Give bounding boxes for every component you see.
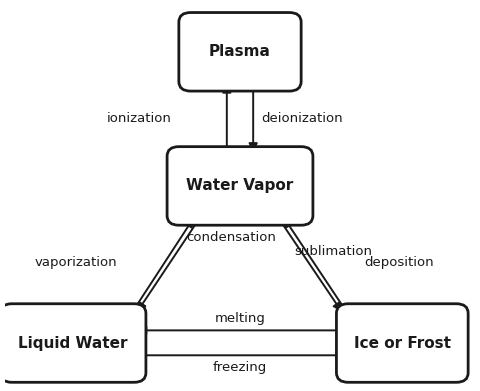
Text: sublimation: sublimation	[294, 244, 372, 258]
Text: vaporization: vaporization	[35, 256, 118, 269]
Text: condensation: condensation	[186, 231, 276, 244]
FancyBboxPatch shape	[167, 147, 313, 225]
Text: Water Vapor: Water Vapor	[186, 178, 294, 194]
FancyBboxPatch shape	[0, 304, 146, 382]
Text: Ice or Frost: Ice or Frost	[354, 335, 451, 350]
FancyBboxPatch shape	[336, 304, 468, 382]
Text: ionization: ionization	[107, 112, 172, 126]
Text: melting: melting	[215, 312, 265, 325]
Text: deposition: deposition	[365, 256, 434, 269]
Text: Plasma: Plasma	[209, 44, 271, 59]
FancyBboxPatch shape	[179, 13, 301, 91]
Text: deionization: deionization	[261, 112, 343, 126]
Text: freezing: freezing	[213, 361, 267, 374]
Text: Liquid Water: Liquid Water	[18, 335, 128, 350]
